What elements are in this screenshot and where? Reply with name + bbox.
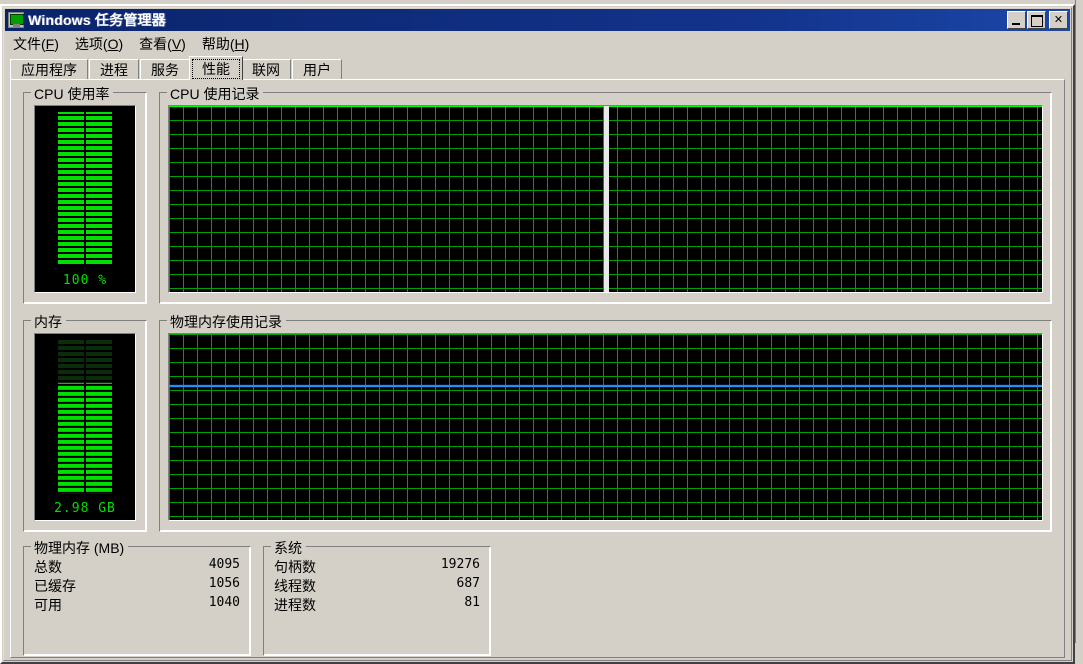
task-manager-monitor-icon xyxy=(8,12,24,28)
system-rows: 句柄数 19276 线程数 687 进程数 81 xyxy=(264,557,490,614)
table-row: 已缓存 1056 xyxy=(24,576,250,595)
menu-item-options-accel: O xyxy=(107,36,119,52)
memory-gauge-fill-left xyxy=(58,383,84,494)
close-button[interactable]: ✕ xyxy=(1049,11,1068,29)
tab-services-label: 服务 xyxy=(151,62,179,78)
physical-memory-group-label: 物理内存 (MB) xyxy=(31,538,129,558)
tab-applications-label: 应用程序 xyxy=(21,62,77,78)
menu-item-help-accel: H xyxy=(234,36,245,52)
memory-gauge-wrap: 2.98 GB xyxy=(35,334,135,520)
system-group-label: 系统 xyxy=(271,538,306,558)
cpu-gauge-column-left xyxy=(58,112,84,266)
system-group: 系统 句柄数 19276 线程数 687 进程数 81 xyxy=(263,538,491,656)
physical-memory-available-label: 可用 xyxy=(34,597,62,613)
cpu-gauge-fill-left xyxy=(58,112,84,266)
memory-history-grid xyxy=(169,334,1042,520)
memory-gauge-column-right xyxy=(86,340,112,494)
system-processes-value: 81 xyxy=(464,595,480,610)
window-right-edge xyxy=(1075,0,1083,643)
table-row: 可用 1040 xyxy=(24,595,250,614)
menu-item-help[interactable]: 帮助(H) xyxy=(201,36,250,52)
menu-item-view-accel: V xyxy=(171,36,182,52)
menu-item-help-label: 帮助 xyxy=(201,36,230,52)
tab-performance-label: 性能 xyxy=(202,60,230,77)
physical-memory-total-label: 总数 xyxy=(34,559,62,575)
memory-history-line xyxy=(169,385,1042,388)
menu-item-file[interactable]: 文件(F) xyxy=(13,36,59,52)
menu-item-options-label: 选项 xyxy=(74,36,103,52)
task-manager-window: Windows 任务管理器 ✕ 文件(F) 选项(O) 查看(V) 帮助(H) … xyxy=(0,4,1075,664)
title-bar[interactable]: Windows 任务管理器 ✕ xyxy=(5,9,1070,31)
memory-history-plot xyxy=(169,334,1042,520)
memory-gauge-fill-right xyxy=(86,383,112,494)
cpu-history-graph xyxy=(168,105,1043,293)
memory-history-graph xyxy=(168,333,1043,521)
system-threads-value: 687 xyxy=(456,576,480,591)
minimize-button[interactable] xyxy=(1007,11,1026,29)
performance-tab-page: CPU 使用率 100 % CPU 使用记录 xyxy=(10,79,1065,658)
cpu-usage-readout: 100 % xyxy=(62,273,108,288)
tab-users[interactable]: 用户 xyxy=(292,59,342,80)
memory-usage-readout: 2.98 GB xyxy=(54,501,116,516)
table-row: 总数 4095 xyxy=(24,557,250,576)
minimize-icon xyxy=(1008,12,1025,28)
tab-services[interactable]: 服务 xyxy=(140,59,190,80)
cpu-usage-group-label: CPU 使用率 xyxy=(31,84,114,104)
cpu-history-group: CPU 使用记录 xyxy=(159,84,1052,304)
system-threads-label: 线程数 xyxy=(274,578,316,594)
close-icon: ✕ xyxy=(1053,14,1064,26)
tab-processes-label: 进程 xyxy=(100,62,128,78)
menu-item-file-accel: F xyxy=(45,36,55,52)
maximize-icon xyxy=(1028,12,1045,28)
physical-memory-group: 物理内存 (MB) 总数 4095 已缓存 1056 可用 1040 xyxy=(23,538,251,656)
tab-strip: 应用程序 进程 服务 性能 联网 用户 xyxy=(10,56,1065,80)
physical-memory-cached-value: 1056 xyxy=(208,576,240,591)
tab-networking-label: 联网 xyxy=(252,62,280,78)
maximize-button[interactable] xyxy=(1027,11,1046,29)
physical-memory-available-value: 1040 xyxy=(208,595,240,610)
cpu-gauge-fill-right xyxy=(86,112,112,266)
menu-item-options[interactable]: 选项(O) xyxy=(74,36,124,52)
window-title: Windows 任务管理器 xyxy=(28,12,166,28)
tab-users-label: 用户 xyxy=(303,62,331,78)
system-processes-label: 进程数 xyxy=(274,597,316,613)
table-row: 进程数 81 xyxy=(264,595,490,614)
physical-memory-rows: 总数 4095 已缓存 1056 可用 1040 xyxy=(24,557,250,614)
table-row: 句柄数 19276 xyxy=(264,557,490,576)
physical-memory-cached-label: 已缓存 xyxy=(34,578,76,594)
physical-memory-total-value: 4095 xyxy=(208,557,240,572)
tab-processes[interactable]: 进程 xyxy=(89,59,139,80)
tab-performance[interactable]: 性能 xyxy=(189,56,243,80)
tab-applications[interactable]: 应用程序 xyxy=(10,59,88,80)
menu-bar: 文件(F) 选项(O) 查看(V) 帮助(H) xyxy=(6,34,258,54)
cpu-usage-group: CPU 使用率 100 % xyxy=(23,84,147,304)
system-handles-label: 句柄数 xyxy=(274,559,316,575)
tab-networking[interactable]: 联网 xyxy=(241,59,291,80)
menu-item-file-label: 文件 xyxy=(13,36,41,52)
cpu-gauge-column-right xyxy=(86,112,112,266)
cpu-gauge-wrap: 100 % xyxy=(35,106,135,292)
memory-history-group: 物理内存使用记录 xyxy=(159,312,1052,532)
tab-focus-ring xyxy=(192,59,240,79)
memory-gauge: 2.98 GB xyxy=(34,333,136,521)
cpu-history-group-label: CPU 使用记录 xyxy=(167,84,264,104)
table-row: 线程数 687 xyxy=(264,576,490,595)
system-handles-value: 19276 xyxy=(440,557,480,572)
menu-item-view[interactable]: 查看(V) xyxy=(139,36,186,52)
cpu-history-plot xyxy=(169,106,1042,292)
menu-item-view-label: 查看 xyxy=(139,36,168,52)
memory-history-group-label: 物理内存使用记录 xyxy=(167,312,286,332)
cpu-usage-gauge: 100 % xyxy=(34,105,136,293)
memory-group-label: 内存 xyxy=(31,312,66,332)
memory-gauge-column-left xyxy=(58,340,84,494)
cpu-core-divider xyxy=(603,106,609,292)
memory-group: 内存 2.98 GB xyxy=(23,312,147,532)
